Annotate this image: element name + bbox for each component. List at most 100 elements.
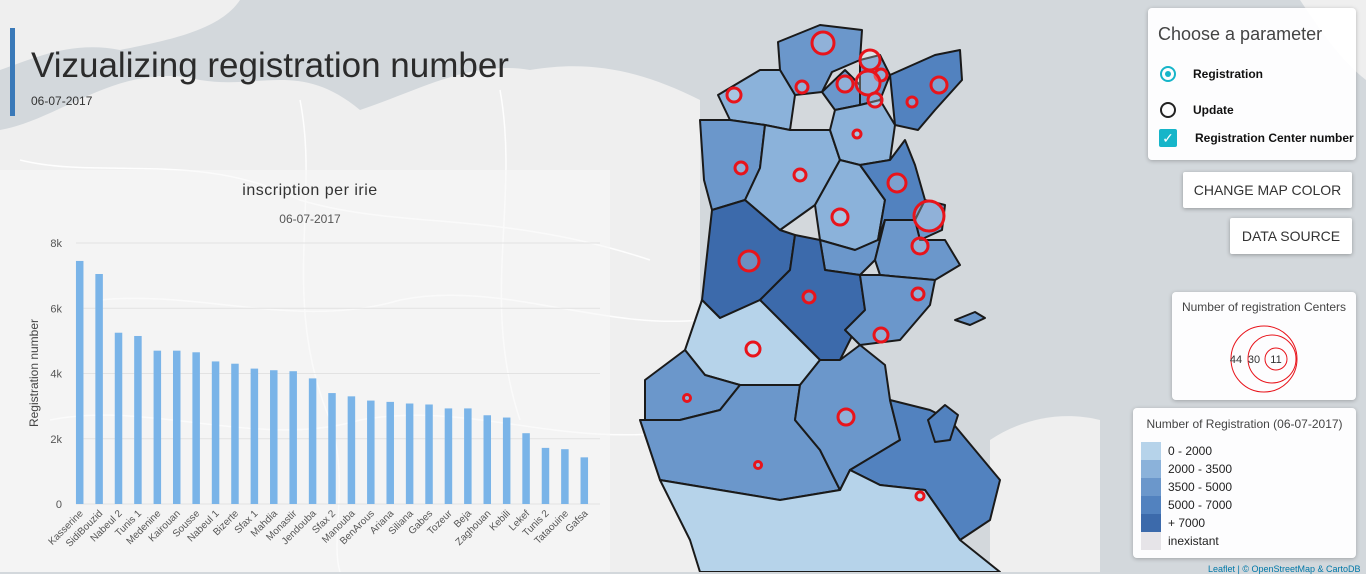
radio-update[interactable] xyxy=(1160,102,1176,118)
legend-swatch xyxy=(1141,460,1161,478)
center-marker[interactable] xyxy=(810,30,836,56)
centers-legend-title: Number of registration Centers xyxy=(1181,300,1347,314)
chart-background xyxy=(0,170,610,572)
bar xyxy=(483,415,492,504)
option-registration-label: Registration xyxy=(1193,67,1264,81)
legend-circle-30 xyxy=(1247,334,1297,384)
y-tick-label: 2k xyxy=(50,434,62,446)
bar xyxy=(172,350,181,504)
center-marker[interactable] xyxy=(910,286,926,302)
centers-legend-circles: 44 30 11 xyxy=(1230,325,1298,393)
legend-label-30: 30 xyxy=(1248,354,1260,366)
center-marker[interactable] xyxy=(737,249,761,273)
region-zaghouan[interactable] xyxy=(829,99,896,166)
bar xyxy=(464,408,472,504)
y-tick-label: 8k xyxy=(50,238,62,250)
center-marker[interactable] xyxy=(830,207,850,227)
legend-item-label: 2000 - 3500 xyxy=(1168,462,1233,476)
legend-circle-11 xyxy=(1264,347,1288,371)
legend-item-label: + 7000 xyxy=(1168,516,1206,530)
centers-legend: Number of registration Centers 44 30 11 xyxy=(1172,292,1356,400)
legend-item: 2000 - 3500 xyxy=(1141,460,1232,478)
legend-item-label: 5000 - 7000 xyxy=(1168,498,1233,512)
parameter-panel: Choose a parameter Registration Update ✓… xyxy=(1148,8,1356,160)
center-markers[interactable] xyxy=(682,30,949,502)
region-djerba[interactable] xyxy=(927,404,959,443)
y-tick-labels: 0 2k 4k 6k 8k xyxy=(50,238,62,511)
bar xyxy=(541,447,550,504)
map-attribution[interactable]: Leaflet | © OpenStreetMap & CartoDB xyxy=(1208,564,1361,574)
center-marker[interactable] xyxy=(872,326,890,344)
option-update[interactable]: Update xyxy=(1160,99,1234,121)
bar xyxy=(386,401,394,504)
legend-item-label: 3500 - 5000 xyxy=(1168,480,1233,494)
chart-title: inscription per irie xyxy=(242,182,377,199)
center-marker[interactable] xyxy=(792,167,808,183)
checkbox-centers-label: Registration Center number xyxy=(1195,131,1354,145)
center-marker[interactable] xyxy=(912,199,946,233)
legend-item-label: inexistant xyxy=(1168,534,1219,548)
bar xyxy=(580,457,589,504)
legend-label-44: 44 xyxy=(1230,354,1242,366)
center-marker[interactable] xyxy=(910,236,930,256)
bar xyxy=(367,400,375,504)
center-marker[interactable] xyxy=(836,407,856,427)
bar xyxy=(134,335,142,504)
legend-swatch xyxy=(1141,478,1161,496)
governorates[interactable] xyxy=(639,24,1001,572)
legend-item-label: 0 - 2000 xyxy=(1168,444,1213,458)
chart-subtitle: 06-07-2017 xyxy=(279,212,341,226)
legend-item: 0 - 2000 xyxy=(1141,442,1212,460)
y-axis-label: Registration number xyxy=(27,319,41,427)
center-marker[interactable] xyxy=(886,172,908,194)
center-marker[interactable] xyxy=(858,48,882,72)
bar xyxy=(405,403,414,504)
checkbox-centers[interactable]: ✓ Registration Center number xyxy=(1159,127,1354,149)
bar xyxy=(425,404,433,504)
region-nabeul[interactable] xyxy=(889,49,963,131)
center-marker[interactable] xyxy=(929,75,949,95)
bar xyxy=(444,408,453,504)
bar xyxy=(114,332,123,504)
legend-item: inexistant xyxy=(1141,532,1219,550)
legend-circle-44 xyxy=(1230,325,1298,393)
registration-legend-title: Number of Registration (06-07-2017) xyxy=(1146,417,1343,431)
center-marker[interactable] xyxy=(851,128,863,140)
bars xyxy=(75,260,589,504)
center-marker[interactable] xyxy=(733,160,749,176)
center-marker[interactable] xyxy=(866,91,884,109)
center-marker[interactable] xyxy=(835,74,855,94)
land-libya xyxy=(990,416,1100,572)
check-icon[interactable]: ✓ xyxy=(1159,129,1177,147)
center-marker[interactable] xyxy=(744,340,762,358)
y-tick-label: 4k xyxy=(50,369,62,381)
bar-chart: inscription per irie 06-07-2017 Registra… xyxy=(0,170,610,572)
option-update-label: Update xyxy=(1193,103,1234,117)
center-marker[interactable] xyxy=(914,490,926,502)
legend-item: 5000 - 7000 xyxy=(1141,496,1232,514)
center-marker[interactable] xyxy=(682,393,692,403)
legend-item: 3500 - 5000 xyxy=(1141,478,1232,496)
parameter-title: Choose a parameter xyxy=(1158,24,1323,44)
registration-legend: Number of Registration (06-07-2017) 0 - … xyxy=(1133,408,1356,558)
title-block: Vizualizing registration number 06-07-20… xyxy=(10,28,509,116)
land-sardinia xyxy=(0,0,240,70)
center-marker[interactable] xyxy=(801,289,817,305)
bar xyxy=(211,361,220,504)
bar xyxy=(153,350,162,504)
legend-swatch xyxy=(1141,442,1161,460)
center-marker[interactable] xyxy=(725,86,743,104)
bar xyxy=(289,371,297,504)
data-source-button[interactable]: DATA SOURCE xyxy=(1230,218,1352,254)
bar xyxy=(270,370,278,504)
bar xyxy=(308,378,317,504)
center-marker[interactable] xyxy=(905,95,919,109)
bar xyxy=(347,396,356,504)
change-map-color-button[interactable]: CHANGE MAP COLOR xyxy=(1183,172,1352,208)
center-marker[interactable] xyxy=(794,79,810,95)
legend-swatch xyxy=(1141,532,1161,550)
center-marker[interactable] xyxy=(753,460,763,470)
option-registration[interactable]: Registration xyxy=(1160,63,1263,85)
radio-registration[interactable] xyxy=(1160,66,1176,82)
center-marker[interactable] xyxy=(854,69,882,97)
